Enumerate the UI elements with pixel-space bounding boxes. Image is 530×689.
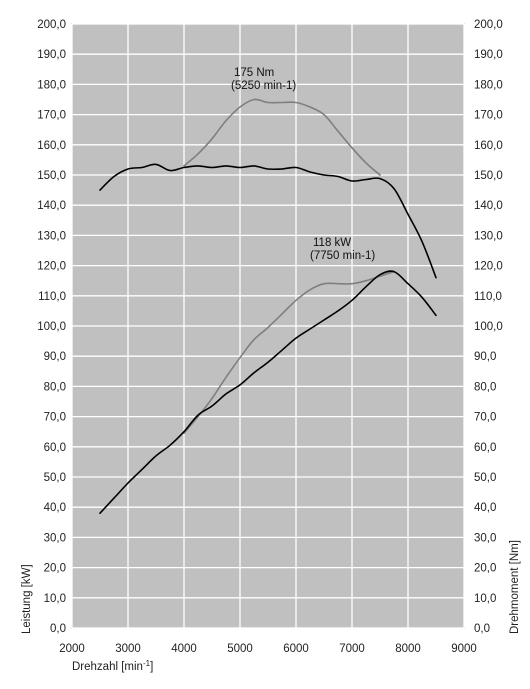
annotation-torque-peak-line-1: (5250 min-1) bbox=[231, 80, 296, 92]
x-axis-title-close: ] bbox=[150, 661, 153, 673]
y-tick-label-left: 70,0 bbox=[44, 412, 66, 424]
x-tick-label: 5000 bbox=[227, 643, 253, 655]
x-axis-title-main: Drehzahl [min bbox=[72, 661, 143, 673]
y-tick-label-right: 170,0 bbox=[474, 110, 503, 122]
annotation-power-peak-line-0: 118 kW bbox=[313, 237, 351, 249]
series-line-gray-torque bbox=[183, 98, 381, 176]
y-axis-left-title: Leistung [kW] bbox=[21, 564, 33, 634]
y-tick-label-right: 10,0 bbox=[474, 593, 496, 605]
y-tick-label-right: 50,0 bbox=[474, 472, 496, 484]
x-tick-label: 2000 bbox=[59, 643, 85, 655]
y-tick-label-left: 40,0 bbox=[44, 502, 66, 514]
x-axis-title-sup: -1 bbox=[143, 659, 151, 668]
annotations: 175 Nm(5250 min-1) 118 kW(7750 min-1) bbox=[231, 67, 375, 262]
y-tick-label-right: 100,0 bbox=[474, 321, 503, 333]
y-tick-label-left: 180,0 bbox=[37, 79, 66, 91]
y-tick-label-left: 80,0 bbox=[44, 381, 66, 393]
y-tick-label-left: 140,0 bbox=[37, 200, 66, 212]
y-tick-label-left: 170,0 bbox=[37, 110, 66, 122]
y-tick-label-right: 150,0 bbox=[474, 170, 503, 182]
x-tick-label: 9000 bbox=[451, 643, 477, 655]
y-tick-label-right: 140,0 bbox=[474, 200, 503, 212]
y-tick-label-left: 60,0 bbox=[44, 442, 66, 454]
y-tick-label-left: 130,0 bbox=[37, 230, 66, 242]
y-tick-label-left: 100,0 bbox=[37, 321, 66, 333]
annotation-power-peak-line-1: (7750 min-1) bbox=[310, 250, 375, 262]
y-tick-label-right: 180,0 bbox=[474, 79, 503, 91]
y-tick-label-left: 110,0 bbox=[38, 291, 66, 303]
series-line-black-torque bbox=[99, 163, 437, 279]
y-tick-label-right: 190,0 bbox=[474, 49, 503, 61]
y-tick-label-left: 10,0 bbox=[44, 593, 66, 605]
y-tick-label-right: 90,0 bbox=[474, 351, 496, 363]
y-tick-label-left: 50,0 bbox=[44, 472, 66, 484]
series-layer bbox=[99, 98, 437, 514]
y-tick-label-right: 120,0 bbox=[474, 261, 503, 273]
y-tick-label-right: 130,0 bbox=[474, 230, 503, 242]
y-tick-label-right: 20,0 bbox=[474, 563, 496, 575]
grid-lines bbox=[71, 23, 465, 629]
y-tick-label-left: 150,0 bbox=[37, 170, 66, 182]
x-tick-label: 7000 bbox=[339, 643, 365, 655]
y-tick-label-left: 160,0 bbox=[37, 140, 66, 152]
y-tick-label-right: 0,0 bbox=[474, 623, 490, 635]
y-tick-label-right: 80,0 bbox=[474, 381, 496, 393]
y-tick-label-left: 120,0 bbox=[37, 261, 66, 273]
y-tick-label-left: 190,0 bbox=[37, 49, 66, 61]
x-tick-label: 8000 bbox=[395, 643, 421, 655]
x-tick-label: 3000 bbox=[115, 643, 141, 655]
y-axis-right-title: Drehmoment [Nm] bbox=[509, 540, 521, 634]
annotation-torque-peak-line-0: 175 Nm bbox=[234, 67, 274, 79]
y-tick-label-right: 30,0 bbox=[474, 532, 496, 544]
x-tick-label: 4000 bbox=[171, 643, 197, 655]
y-tick-label-left: 20,0 bbox=[44, 563, 66, 575]
x-tick-label: 6000 bbox=[283, 643, 309, 655]
y-tick-label-left: 0,0 bbox=[50, 623, 66, 635]
y-tick-label-right: 70,0 bbox=[474, 412, 496, 424]
y-tick-label-right: 40,0 bbox=[474, 502, 496, 514]
y-tick-label-left: 200,0 bbox=[37, 19, 66, 31]
series-line-gray-power bbox=[183, 270, 395, 434]
tick-labels: 2000 3000 4000 5000 6000 7000 8000 9000 0,0 0,0 10… bbox=[37, 19, 503, 655]
y-tick-label-right: 60,0 bbox=[474, 442, 496, 454]
y-tick-label-left: 90,0 bbox=[44, 351, 66, 363]
y-tick-label-right: 200,0 bbox=[474, 19, 503, 31]
y-tick-label-right: 110,0 bbox=[474, 291, 502, 303]
y-tick-label-right: 160,0 bbox=[474, 140, 503, 152]
y-tick-label-left: 30,0 bbox=[44, 532, 66, 544]
x-axis-title: Drehzahl [min-1] bbox=[72, 659, 153, 673]
series-line-black-power bbox=[99, 270, 437, 514]
